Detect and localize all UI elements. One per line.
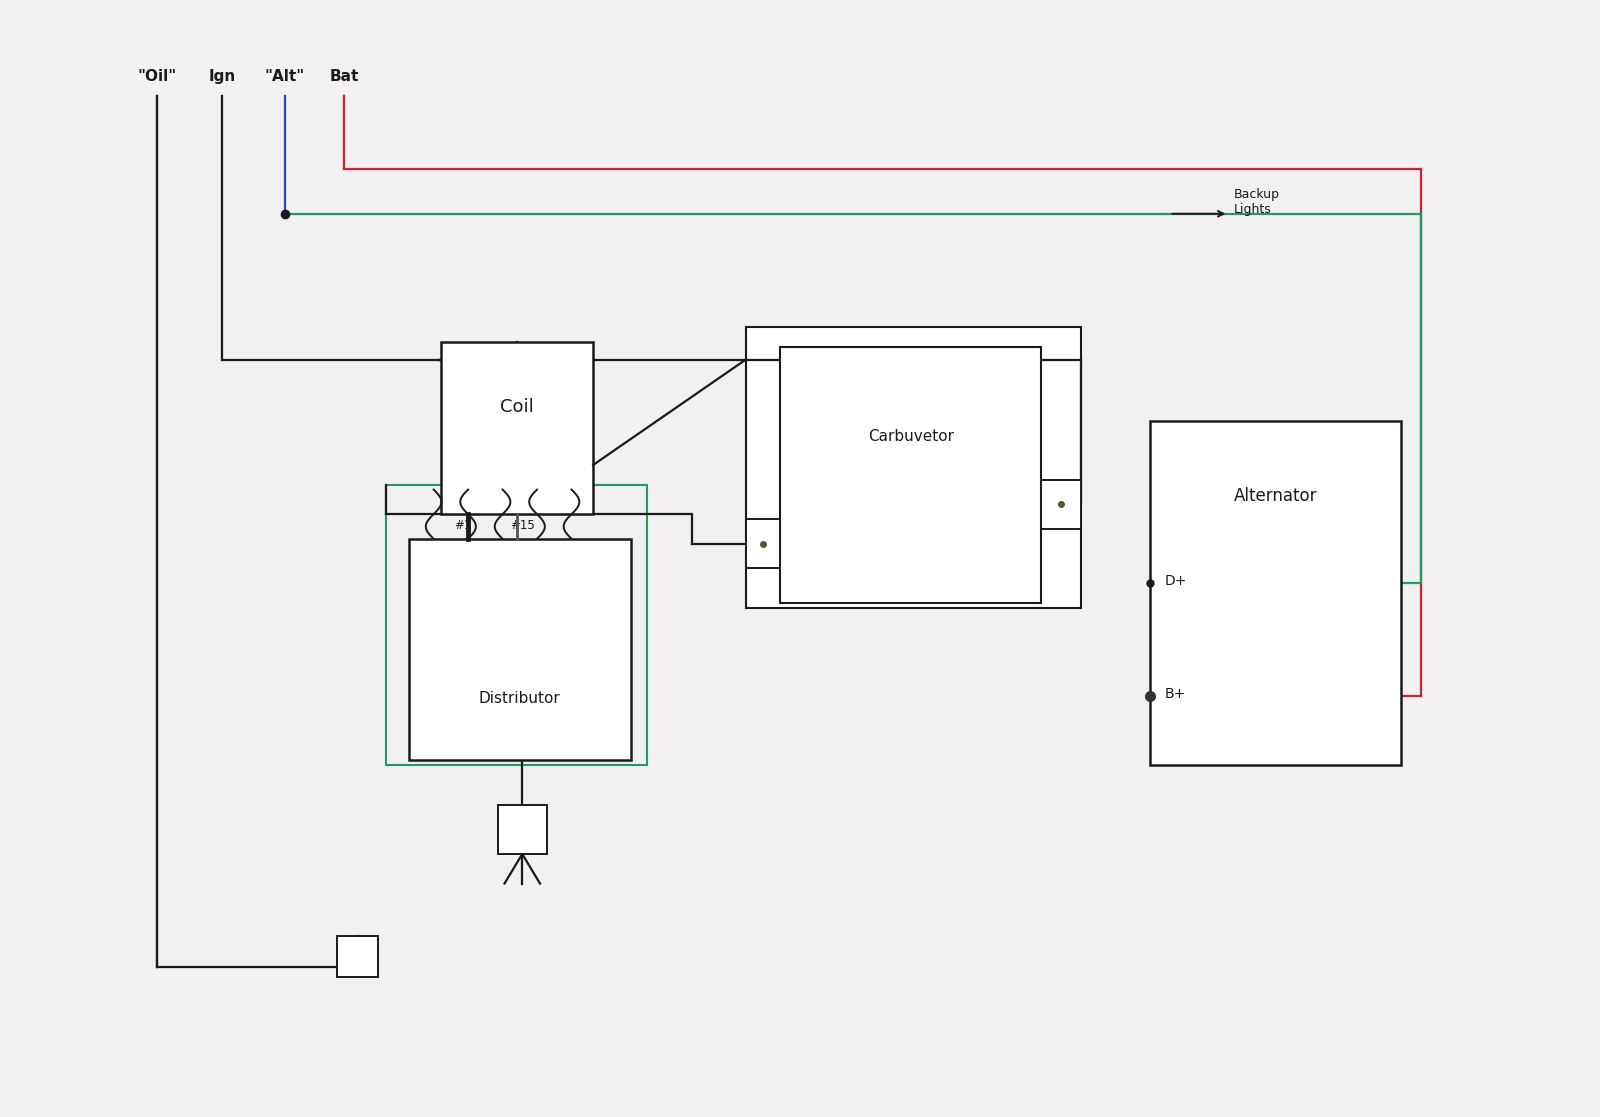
Bar (1150, 421, 1402, 765)
Text: Ign: Ign (208, 69, 235, 84)
Text: #15: #15 (510, 519, 534, 532)
Bar (410, 538, 630, 761)
Text: Carbuvetor: Carbuvetor (867, 429, 954, 443)
Text: Backup
Lights: Backup Lights (1234, 188, 1280, 216)
Bar (1042, 479, 1080, 529)
Text: #1: #1 (454, 519, 472, 532)
Text: Bat: Bat (330, 69, 358, 84)
Text: Alternator: Alternator (1234, 487, 1317, 506)
Text: Coil: Coil (499, 399, 534, 417)
Text: "Oil": "Oil" (138, 69, 176, 84)
Text: D+: D+ (1165, 574, 1187, 589)
Bar (746, 327, 1080, 608)
Bar (781, 346, 1042, 603)
Text: "Alt": "Alt" (264, 69, 306, 84)
Bar (498, 804, 547, 855)
Bar (338, 936, 379, 977)
Text: B+: B+ (1165, 687, 1186, 701)
Text: Distributor: Distributor (478, 690, 560, 706)
Bar (746, 519, 781, 569)
Bar (386, 485, 648, 765)
Bar (440, 342, 594, 514)
